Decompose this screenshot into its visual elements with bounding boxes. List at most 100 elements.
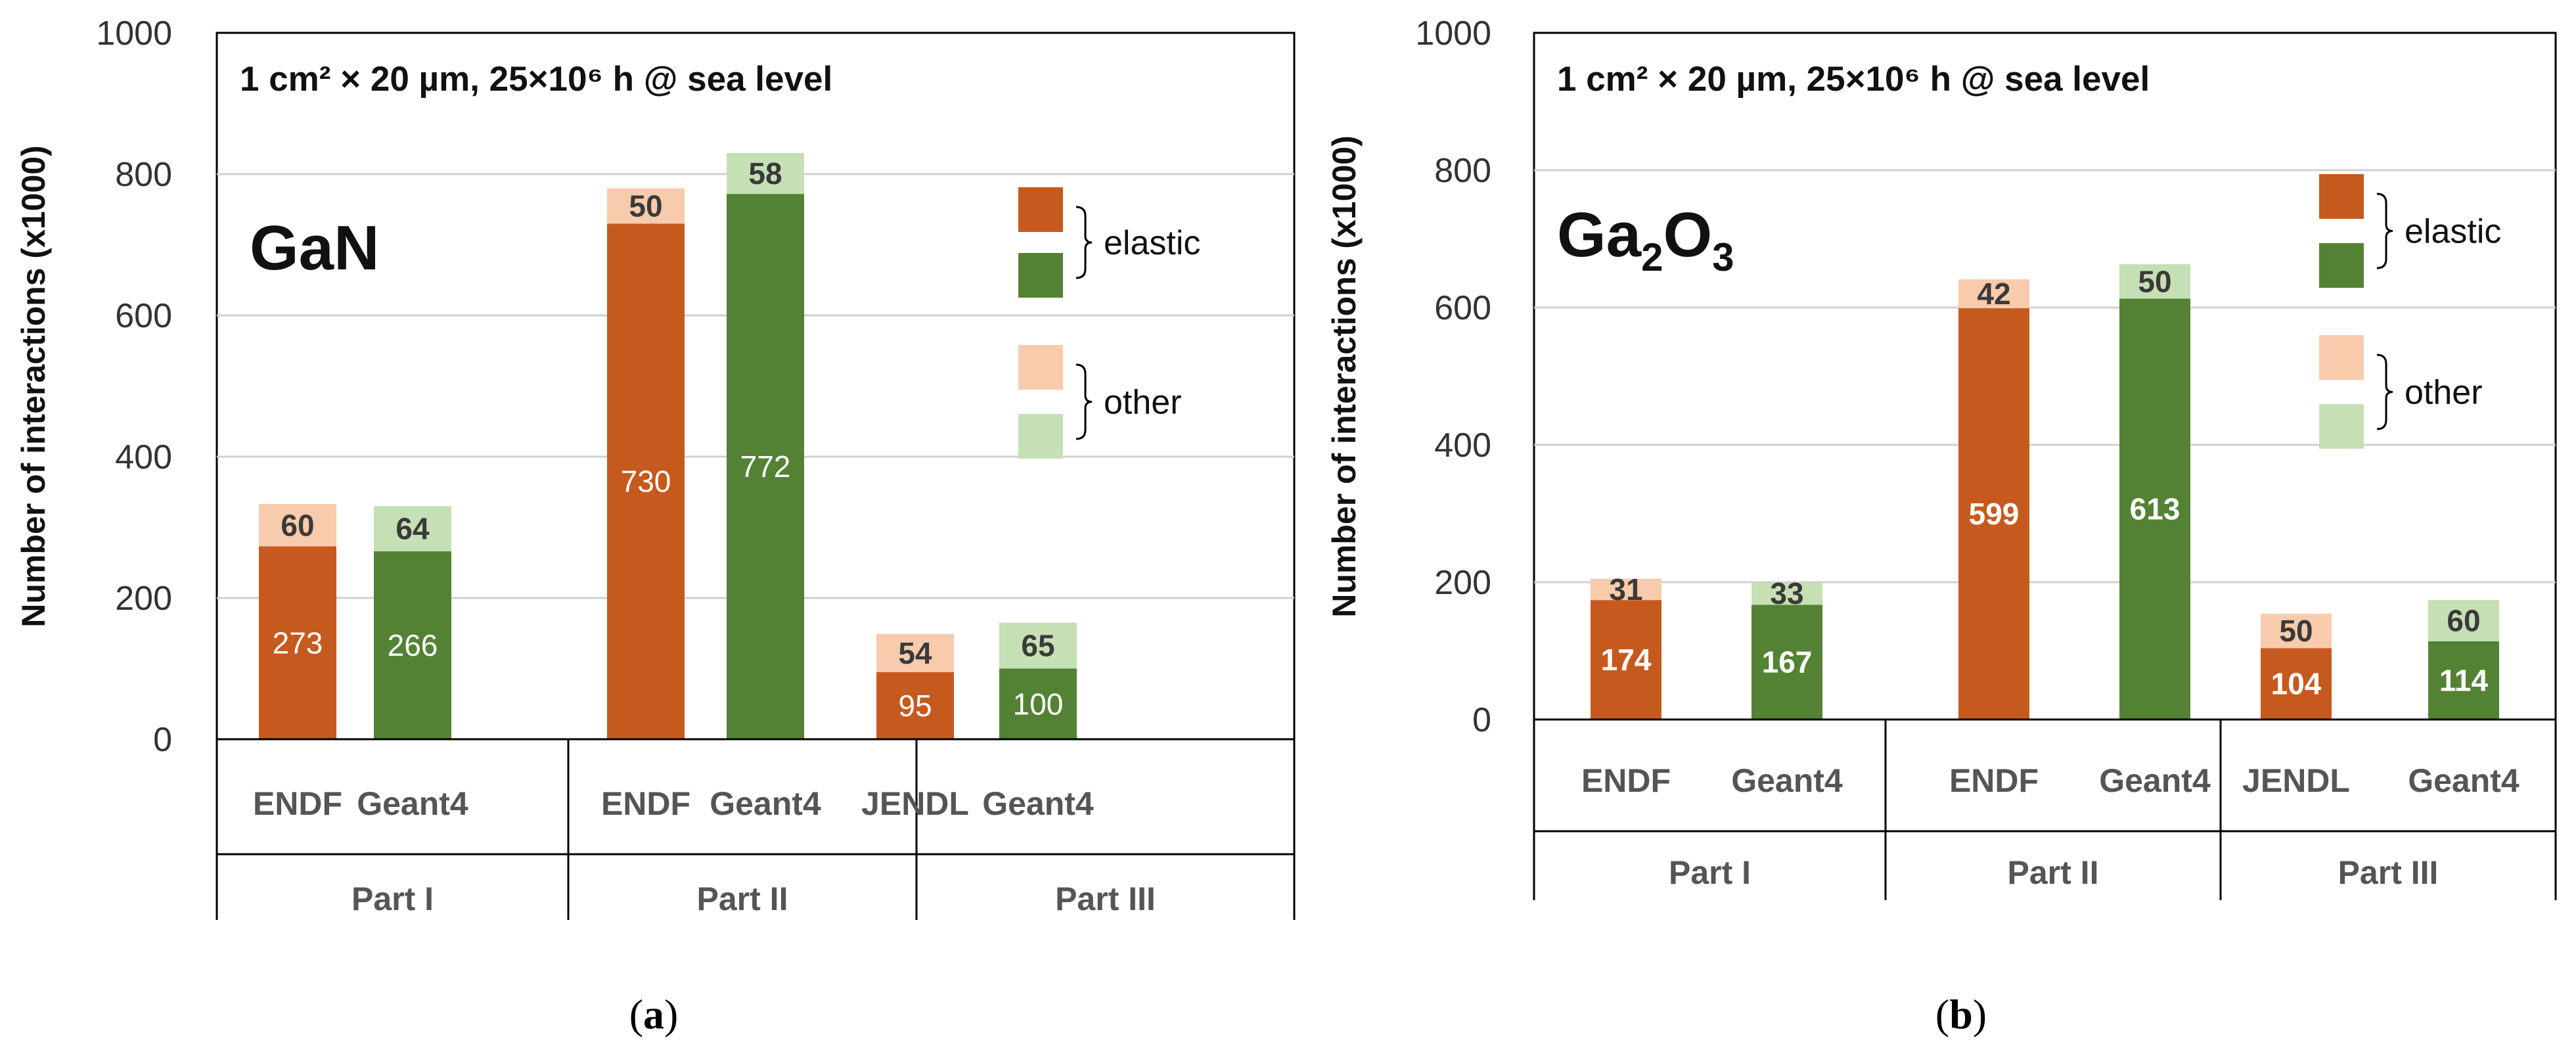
category-label: ENDF [1949,762,2039,799]
bar-label-other: 58 [748,156,782,191]
material-label-subscript: 2 [1641,235,1663,279]
bar-label-other: 33 [1770,576,1803,610]
y-tick-label: 0 [1472,701,1491,739]
category-label: Geant4 [982,785,1094,822]
category-label: Geant4 [357,785,468,822]
bar-label-elastic: 613 [2130,492,2181,526]
material-label-part: O [1663,200,1712,270]
category-labels: ENDF Geant4 ENDF Geant4 JENDL Geant4 Part I Par… [1533,718,2557,900]
bar-label-elastic: 174 [1601,643,1652,677]
bar-label-elastic: 104 [2271,667,2322,701]
legend: elastic other [2319,174,2501,449]
bar-label-other: 42 [1977,277,2010,311]
bar-other [1591,578,1661,601]
gridlines [1534,169,2556,583]
legend-swatch-elastic-geant4 [1018,253,1063,298]
bar-other [259,504,336,547]
legend-swatch-other-geant4 [1018,414,1063,459]
group-label: Part II [697,880,788,917]
bar-elastic [2261,648,2332,720]
bar-label-elastic: 266 [388,628,438,662]
y-axis-label: Number of interactions (x1000) [1326,135,1363,618]
bar-label-other: 65 [1021,629,1054,663]
bar-elastic [1958,308,2029,720]
material-label: GaN [250,213,379,283]
bars: 174 31 167 33 599 42 613 50 104 50 114 60 [1591,264,2499,720]
y-tick-label: 200 [1434,564,1491,602]
bar-label-other: 31 [1609,572,1642,606]
bar-other [2261,614,2332,649]
bar-elastic [727,194,804,740]
bar-other [999,622,1077,669]
y-ticks: 0 200 400 600 800 1000 [1415,14,1491,739]
bar-other [2119,264,2190,299]
y-tick-label: 1000 [96,14,172,53]
bar-label-elastic: 772 [740,449,791,484]
bar-label-other: 54 [898,636,932,670]
legend-brace-elastic [2376,193,2393,269]
bar-elastic [2119,298,2190,720]
bar-label-elastic: 95 [898,689,932,723]
plot-frame [1533,32,2557,721]
panel-label: (a) [629,991,679,1038]
group-label: Part I [1669,854,1751,891]
bar-other [2428,600,2499,641]
bar-label-other: 60 [2447,604,2480,638]
legend-label-elastic: elastic [1104,224,1200,262]
bar-elastic [259,546,336,739]
chart-panel-gan: 273 60 266 64 730 50 772 58 95 54 100 65 0 200 400 600… [15,14,1296,1038]
bar-label-other: 50 [2279,614,2313,648]
bar-elastic [374,551,451,739]
panel-label: (b) [1935,991,1987,1038]
material-label-part: Ga [1557,200,1642,270]
legend-swatch-elastic-geant4 [2319,243,2364,288]
material-label-subscript: 3 [1712,235,1734,279]
legend-label-elastic: elastic [2405,213,2501,251]
category-labels: ENDF Geant4 ENDF Geant4 JENDL Geant4 Part I Par… [215,738,1296,920]
y-tick-label: 600 [115,297,172,335]
y-ticks: 0 200 400 600 800 1000 [96,14,172,759]
bar-label-other: 64 [395,512,430,546]
legend-label-other: other [2405,374,2483,412]
y-tick-label: 1000 [1415,14,1491,53]
bar-other [727,152,804,194]
group-label: Part II [2008,854,2099,891]
legend-brace-elastic [1075,206,1093,279]
y-tick-label: 800 [115,156,172,194]
category-label: JENDL [2242,762,2350,799]
legend-swatch-other-geant4 [2319,404,2364,449]
category-label: ENDF [1581,762,1671,799]
bar-label-other: 50 [2138,264,2171,298]
bar-elastic [2428,641,2499,720]
panel-label-letter: b [1949,991,1973,1038]
y-tick-label: 400 [1434,426,1491,465]
bar-elastic [999,668,1077,739]
bar-other [607,188,685,224]
legend-swatch-elastic-endf [2319,174,2364,219]
bar-other [374,506,451,552]
bars: 273 60 266 64 730 50 772 58 95 54 100 65 [259,152,1077,740]
category-label: ENDF [601,785,690,822]
y-tick-label: 200 [115,580,172,618]
category-label: Geant4 [710,785,821,822]
bar-other [1751,582,1822,605]
bar-other [876,633,954,672]
bar-other [1958,279,2029,309]
group-label: Part III [1055,880,1156,917]
category-label: JENDL [861,785,969,822]
y-axis-label: Number of interactions (x1000) [15,145,52,628]
bar-label-other: 50 [629,189,662,223]
legend-swatch-elastic-endf [1018,187,1063,232]
legend: elastic other [1018,187,1200,459]
material-label: Ga2O3 [1557,200,1734,279]
panel-label-letter: a [643,991,664,1038]
bar-elastic [1751,605,1822,720]
category-label: ENDF [253,785,342,822]
bar-label-elastic: 599 [1969,497,2020,531]
bar-elastic [607,223,685,739]
legend-swatch-other-endf [1018,345,1063,390]
bar-label-elastic: 273 [273,626,323,660]
annotation-text: 1 cm² × 20 µm, 25×10⁶ h @ sea level [240,60,832,99]
category-label: Geant4 [1731,762,1843,799]
bar-elastic [1591,600,1661,720]
